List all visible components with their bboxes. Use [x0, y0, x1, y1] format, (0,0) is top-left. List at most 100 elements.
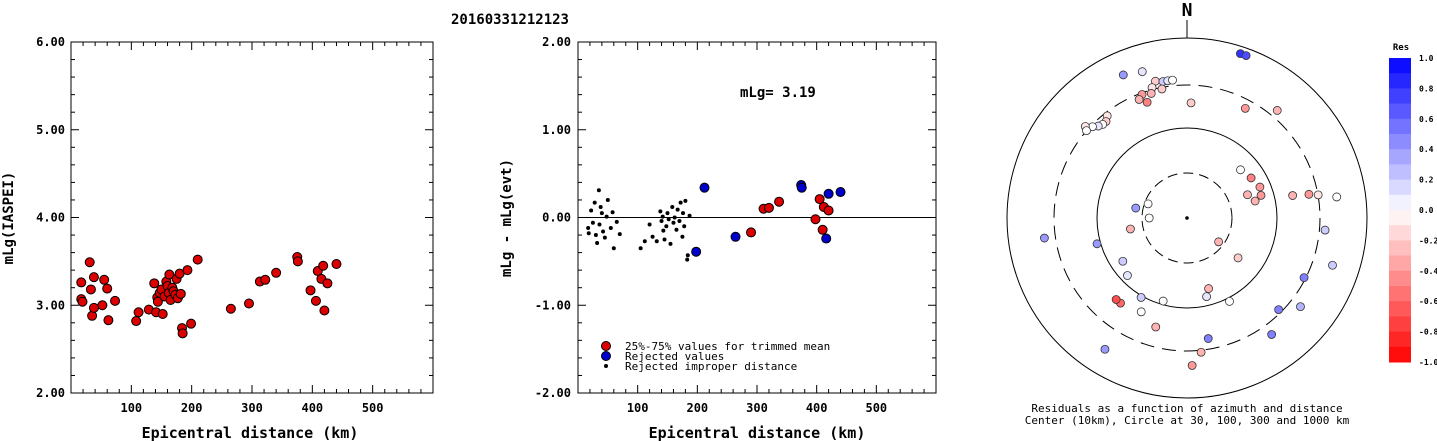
y-tick-label: 4.00 — [36, 211, 65, 225]
improper-distance-point — [593, 233, 598, 238]
station-residual-marker — [1092, 239, 1102, 249]
azimuth-residual-plot: N Residuals as a function of azimuth and… — [1006, 0, 1368, 427]
station-residual-marker — [1241, 51, 1251, 61]
improper-distance-point — [671, 220, 676, 225]
magnitude-point — [85, 284, 96, 295]
station-residual-marker — [1236, 165, 1245, 175]
x-tick-label: 400 — [806, 401, 828, 415]
rejected-point — [821, 233, 832, 244]
colorbar-cell — [1389, 58, 1411, 74]
improper-distance-point — [599, 211, 604, 216]
station-residual-marker — [1214, 237, 1224, 247]
magnitude-point — [103, 315, 114, 326]
improper-distance-point — [642, 239, 647, 244]
y-tick-label: 2.00 — [542, 35, 571, 49]
colorbar-tick-label: 0.6 — [1419, 115, 1434, 124]
x-tick-label: 100 — [627, 401, 649, 415]
colorbar-title: Res — [1393, 43, 1409, 53]
plot-frame — [70, 41, 434, 394]
magnitude-point — [76, 277, 87, 288]
rejected-point — [730, 231, 741, 242]
colorbar-tick-label: -0.6 — [1419, 297, 1437, 306]
colorbar-cell — [1389, 255, 1411, 272]
magnitude-point — [319, 305, 330, 316]
magnitude-point — [225, 303, 236, 314]
x-ticks: 100 200 300 400 500 — [589, 42, 925, 415]
station-residual-marker — [1288, 191, 1298, 200]
y-axis-label: mLg - mLg(evt) — [499, 159, 515, 277]
station-residual-marker — [1111, 295, 1121, 304]
rejected-point — [691, 246, 702, 257]
colorbar-cell — [1389, 179, 1411, 196]
station-residual-marker — [1313, 190, 1323, 200]
station-residual-marker — [1186, 98, 1196, 108]
x-tick-label: 200 — [181, 401, 203, 415]
improper-distance-point — [611, 246, 616, 251]
station-residual-marker — [1158, 296, 1168, 306]
circle-100km — [1096, 127, 1278, 309]
magnitude-point — [97, 300, 108, 311]
event-title: 20160331212123 — [451, 12, 569, 28]
improper-distance-point — [668, 241, 673, 246]
colorbar-cell — [1389, 134, 1411, 150]
colorbar-cell — [1389, 73, 1411, 89]
magnitude-point — [149, 278, 160, 289]
colorbar-cell — [1389, 286, 1411, 302]
magnitude-point — [774, 196, 785, 207]
improper-distance-point — [617, 232, 622, 237]
y-tick-label: -2.00 — [535, 386, 571, 400]
x-tick-label: 400 — [301, 401, 323, 415]
magnitude-point — [88, 302, 99, 313]
x-ticks: 100 200 300 400 500 — [82, 42, 422, 415]
improper-distance-point — [586, 231, 591, 236]
magnitude-point — [110, 295, 121, 306]
station-residual-marker — [1204, 284, 1213, 293]
magnitude-point — [271, 267, 282, 278]
station-residual-marker — [1187, 361, 1197, 370]
polar-caption-2: Center (10km), Circle at 30, 100, 300 an… — [1025, 414, 1350, 427]
station-residual-marker — [1304, 189, 1314, 199]
colorbar-ticks: 1.0 0.8 0.6 0.4 0.2 0.0 -0.2 -0.4 -0.6 -0.8 -1.0 — [1419, 54, 1437, 367]
magnitude-point — [99, 274, 110, 285]
x-tick-label: 200 — [686, 401, 708, 415]
circle-1000km — [1006, 37, 1368, 399]
station-residual-marker — [1196, 347, 1206, 357]
colorbar-cell — [1389, 164, 1411, 181]
improper-distance-point — [682, 224, 687, 229]
station-residual-marker — [1243, 190, 1252, 200]
magnitude-point — [322, 278, 333, 289]
improper-distance-point — [662, 237, 667, 242]
improper-distance-point — [683, 198, 688, 203]
magnitude-point — [292, 256, 303, 267]
y-ticks: -2.00 -1.00 0.00 1.00 2.00 — [535, 35, 936, 400]
station-residual-marker — [1143, 199, 1153, 209]
colorbar-cell — [1389, 331, 1411, 348]
station-residual-marker — [1256, 190, 1266, 200]
improper-distance-point — [672, 215, 677, 220]
panel-magnitude-vs-distance: 2.00 3.00 4.00 5.00 6.00 100 200 300 400 500 mLg… — [1, 35, 434, 441]
data-points — [586, 180, 846, 262]
colorbar-cell — [1389, 210, 1411, 226]
legend-marker-rejected — [601, 351, 611, 361]
magnitude-point — [746, 227, 757, 238]
colorbar-cell — [1389, 225, 1411, 241]
rejected-point — [835, 187, 846, 198]
station-residual-marker — [1233, 253, 1243, 263]
station-residual-marker — [1168, 75, 1177, 85]
magnitude-point — [77, 296, 88, 307]
magnitude-point — [817, 224, 828, 235]
station-residual-marker — [1118, 256, 1128, 266]
residual-colorbar: Res 1.0 0.8 0.6 0.4 0.2 0.0 -0.2 -0.4 -0.6 -0.8 -1… — [1389, 43, 1437, 367]
colorbar-cell — [1389, 270, 1411, 287]
colorbar-tick-label: -1.0 — [1419, 358, 1437, 367]
station-residual-marker — [1328, 260, 1337, 270]
colorbar-cells — [1389, 58, 1411, 363]
colorbar-cell — [1389, 316, 1411, 333]
y-tick-label: 3.00 — [36, 298, 65, 312]
improper-distance-point — [681, 211, 686, 216]
center-point — [1185, 216, 1189, 220]
station-residual-marker — [1296, 302, 1305, 312]
station-residual-marker — [1250, 196, 1260, 206]
station-residual-marker — [1246, 173, 1256, 183]
